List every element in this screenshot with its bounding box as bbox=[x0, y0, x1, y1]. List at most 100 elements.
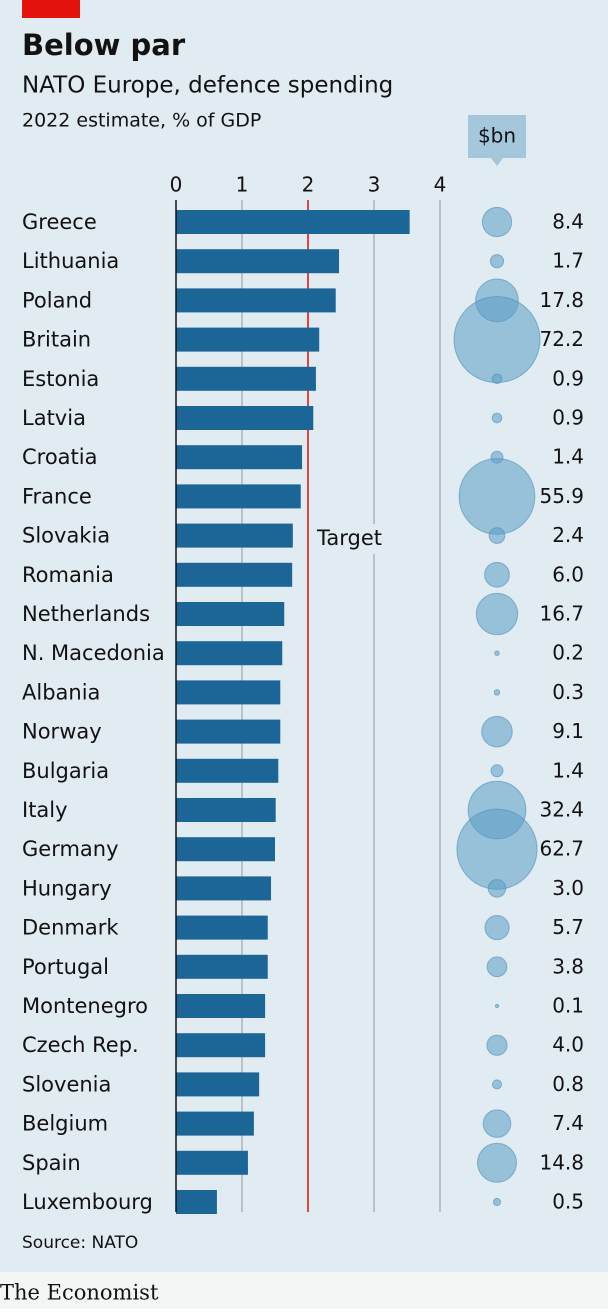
bubble bbox=[484, 915, 510, 941]
bar bbox=[176, 915, 268, 940]
chart-title: Below par bbox=[22, 28, 186, 62]
bubble-value-label: 1.4 bbox=[552, 445, 584, 469]
x-tick-label: 4 bbox=[434, 173, 447, 197]
category-label: Montenegro bbox=[22, 994, 148, 1018]
bar bbox=[176, 954, 268, 979]
bubble-value-label: 3.8 bbox=[552, 954, 584, 978]
bubble bbox=[481, 206, 513, 238]
bubble-value-label: 55.9 bbox=[539, 484, 584, 508]
category-label: Latvia bbox=[22, 406, 86, 430]
bubble bbox=[488, 527, 506, 544]
bubble-value-label: 0.5 bbox=[552, 1190, 584, 1214]
bar bbox=[176, 680, 281, 705]
bubble bbox=[458, 458, 536, 535]
bar bbox=[176, 837, 275, 862]
category-label: Netherlands bbox=[22, 602, 150, 626]
unit-label: 2022 estimate, % of GDP bbox=[22, 110, 261, 132]
category-label: Spain bbox=[22, 1151, 81, 1175]
category-label: Greece bbox=[22, 210, 97, 234]
bar bbox=[176, 1150, 248, 1175]
bubble-value-label: 2.4 bbox=[552, 523, 584, 547]
bubble-value-label: 0.8 bbox=[552, 1072, 584, 1096]
bar bbox=[176, 484, 301, 509]
brand-tag bbox=[22, 0, 80, 18]
category-label: Czech Rep. bbox=[22, 1033, 139, 1057]
bubble bbox=[492, 1197, 502, 1207]
bubble bbox=[481, 715, 513, 748]
bar bbox=[176, 523, 293, 548]
bar bbox=[176, 366, 316, 391]
bubble-value-label: 32.4 bbox=[539, 798, 584, 822]
bubble bbox=[491, 373, 503, 385]
source: Source: NATO bbox=[22, 1233, 138, 1253]
bubble bbox=[493, 689, 501, 696]
bar bbox=[176, 1033, 266, 1058]
bubble bbox=[456, 808, 538, 890]
bar bbox=[176, 1111, 254, 1136]
bubble-value-label: 14.8 bbox=[539, 1150, 584, 1174]
category-label: Germany bbox=[22, 837, 119, 861]
category-label: Albania bbox=[22, 680, 100, 704]
bubble-value-label: 0.9 bbox=[552, 406, 584, 430]
bubble-value-label: 4.0 bbox=[552, 1033, 584, 1057]
bar bbox=[176, 758, 279, 783]
category-label: Denmark bbox=[22, 916, 119, 940]
bubble-value-label: 8.4 bbox=[552, 210, 584, 234]
target-label-bg bbox=[312, 524, 384, 554]
bubble bbox=[489, 254, 505, 269]
brand: The Economist bbox=[0, 1281, 159, 1305]
x-tick-label: 3 bbox=[368, 173, 381, 197]
category-label: Croatia bbox=[22, 445, 98, 469]
bubble-value-label: 17.8 bbox=[539, 288, 584, 312]
bubble-value-label: 0.9 bbox=[552, 366, 584, 390]
category-label: Belgium bbox=[22, 1112, 108, 1136]
legend-box bbox=[468, 115, 526, 166]
bar bbox=[176, 798, 276, 822]
bubble bbox=[453, 296, 541, 384]
bubble-legend: $bn bbox=[478, 124, 516, 148]
bar bbox=[176, 1190, 217, 1214]
bar bbox=[176, 641, 283, 666]
bar bbox=[176, 876, 272, 901]
bubble bbox=[490, 764, 504, 778]
x-tick-label: 2 bbox=[302, 173, 315, 197]
category-label: Romania bbox=[22, 563, 114, 587]
bubble-value-label: 0.3 bbox=[552, 680, 584, 704]
bar bbox=[176, 210, 410, 234]
bubble-value-label: 0.1 bbox=[552, 994, 584, 1018]
category-label: Luxembourg bbox=[22, 1190, 153, 1214]
category-label: Bulgaria bbox=[22, 759, 109, 783]
category-label: Portugal bbox=[22, 955, 109, 979]
bubble bbox=[494, 650, 500, 656]
bubble-value-label: 0.2 bbox=[552, 641, 584, 665]
bubble-value-label: 62.7 bbox=[539, 837, 584, 861]
bar bbox=[176, 445, 303, 470]
bar bbox=[176, 994, 266, 1018]
category-label: Norway bbox=[22, 720, 102, 744]
chart-subtitle: NATO Europe, defence spending bbox=[22, 73, 393, 99]
bubble bbox=[487, 879, 507, 898]
x-tick-label: 1 bbox=[236, 173, 249, 197]
category-label: N. Macedonia bbox=[22, 641, 165, 665]
bubble-value-label: 6.0 bbox=[552, 562, 584, 586]
category-label: Hungary bbox=[22, 876, 112, 900]
bar bbox=[176, 719, 281, 744]
bubble bbox=[486, 1034, 508, 1056]
bubble-value-label: 1.4 bbox=[552, 758, 584, 782]
bubble-value-label: 1.7 bbox=[552, 249, 584, 273]
bubble bbox=[486, 956, 508, 978]
bubble-value-label: 5.7 bbox=[552, 915, 584, 939]
category-label: Poland bbox=[22, 288, 92, 312]
bubble-value-label: 16.7 bbox=[539, 602, 584, 626]
bubble bbox=[494, 1003, 500, 1009]
bubble bbox=[475, 592, 519, 636]
bubble bbox=[482, 1109, 512, 1138]
category-label: Slovenia bbox=[22, 1072, 111, 1096]
bubble-value-label: 72.2 bbox=[539, 327, 584, 351]
bubble bbox=[477, 1142, 517, 1183]
category-label: France bbox=[22, 484, 92, 508]
bubble bbox=[484, 561, 510, 588]
category-label: Estonia bbox=[22, 367, 99, 391]
target-label: Target bbox=[316, 526, 382, 550]
